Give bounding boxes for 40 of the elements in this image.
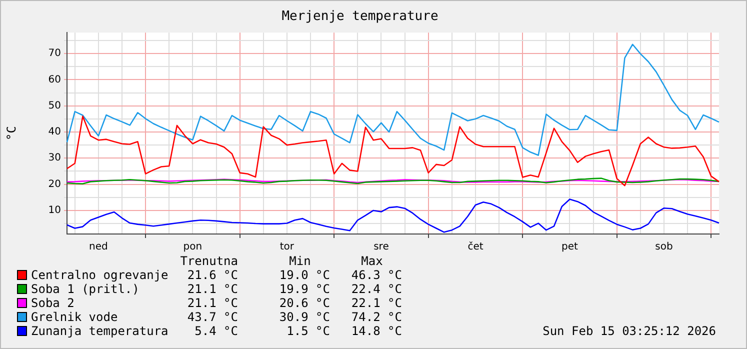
legend-label: Grelnik vode [31,310,118,324]
text: 21.1 °C [186,282,238,296]
y-tick-label: 50 [48,100,61,112]
y-tick-label: 60 [48,74,61,86]
y-axis-title: °C [4,126,18,141]
text: 20.6 °C [278,296,330,310]
x-tick-label: ned [89,242,108,253]
y-tick-label: 70 [48,48,61,60]
legend-label: Zunanja temperatura [31,324,168,338]
y-tick-label: 10 [48,205,61,216]
text: 5.4 °C [194,324,238,338]
text: Sun Feb 15 03:25:12 2026 [542,324,716,338]
legend-label: Centralno ogrevanje [31,268,168,282]
text: 46.3 °C [351,268,402,282]
text: 43.7 °C [186,310,238,324]
text: 14.8 °C [351,324,402,338]
text: 1.5 °C [286,324,330,338]
y-tick-label: 40 [48,126,61,138]
text: Trenutna [179,254,238,268]
text: Max [360,254,384,268]
text: 21.1 °C [186,296,238,310]
legend-label: Soba 1 (pritl.) [31,282,140,296]
text: 19.9 °C [278,282,330,296]
text: 30.9 °C [278,310,330,324]
legend-label: Soba 2 [31,296,74,310]
x-tick-label: čet [468,242,484,253]
x-tick-label: sre [374,242,389,253]
text: 22.4 °C [351,282,402,296]
y-tick-label: 20 [48,178,61,190]
x-tick-label: sob [655,242,673,253]
x-tick-label: pon [183,242,202,253]
text: Min [288,254,312,268]
x-tick-label: tor [280,242,295,253]
x-tick-label: pet [562,242,578,253]
text: 21.6 °C [187,268,238,282]
chart-title: Merjenje temperature [282,9,438,24]
text: 22.1 °C [351,296,402,310]
text: 19.0 °C [278,268,330,282]
text: 74.2 °C [351,310,402,324]
y-tick-label: 30 [48,152,61,164]
